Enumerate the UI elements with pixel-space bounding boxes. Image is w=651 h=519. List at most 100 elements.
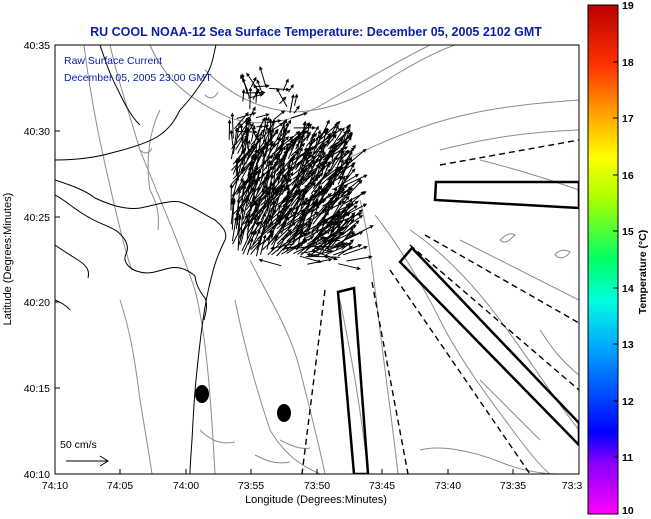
- x-axis-title: Longitude (Degrees:Minutes): [245, 494, 387, 506]
- current-vector-arrow: [327, 122, 338, 142]
- current-vector-arrow: [246, 72, 260, 92]
- current-vector-arrow: [276, 228, 292, 245]
- current-vector-arrow: [337, 158, 344, 176]
- y-tick-label: 40:25: [24, 212, 50, 224]
- current-vector-arrow: [337, 263, 362, 270]
- current-vector-arrow: [247, 139, 251, 156]
- sector-polygon-southeast: [398, 246, 579, 447]
- current-vector-arrow: [332, 175, 346, 205]
- current-vector-arrow: [338, 190, 351, 204]
- current-vector-arrow: [262, 116, 271, 144]
- colorbar-tick-label: 13: [622, 339, 634, 351]
- current-vector-arrow: [230, 112, 235, 139]
- x-tick-label: 74:00: [173, 480, 199, 492]
- current-vector-arrow: [227, 119, 232, 140]
- current-vector-arrow: [229, 129, 234, 146]
- current-vector-arrow: [285, 157, 293, 181]
- current-vector-arrow: [236, 188, 242, 226]
- x-tick-label: 74:05: [107, 480, 133, 492]
- current-vector-arrow: [266, 180, 273, 214]
- current-vector-arrow: [335, 154, 343, 172]
- current-vector-arrow: [272, 161, 278, 195]
- current-vector-arrow: [281, 124, 286, 155]
- current-vector-arrow: [256, 207, 263, 225]
- y-tick-label: 40:20: [24, 297, 50, 309]
- current-vector-arrow: [343, 245, 368, 256]
- current-vector-arrow: [320, 155, 328, 177]
- current-vector-arrow: [301, 249, 318, 254]
- current-vector-arrow: [342, 197, 353, 221]
- current-vector-arrow: [332, 124, 339, 141]
- current-vector-arrow: [269, 87, 291, 92]
- colorbar-tick-label: 19: [622, 0, 634, 12]
- figure-title: RU COOL NOAA-12 Sea Surface Temperature:…: [90, 25, 542, 39]
- current-vector-arrow: [257, 196, 262, 212]
- current-vector-arrow: [273, 110, 286, 120]
- current-vector-arrow: [235, 210, 240, 230]
- current-vector-arrow: [231, 197, 236, 230]
- current-vector-arrow: [346, 255, 373, 262]
- current-vector-arrow: [260, 234, 267, 255]
- x-tick-label: 73:40: [435, 480, 461, 492]
- current-vector-arrow: [242, 230, 254, 255]
- current-vector-arrow: [288, 83, 294, 93]
- current-vector-arrow: [229, 183, 234, 211]
- current-vector-arrow: [247, 165, 253, 194]
- colorbar-title: Temperature (°C): [637, 230, 649, 315]
- current-vector-arrow: [301, 145, 313, 175]
- current-vector-arrow: [270, 243, 295, 250]
- current-vector-arrow: [299, 255, 323, 264]
- current-vector-arrow: [240, 207, 245, 239]
- current-vector-arrow: [332, 173, 360, 191]
- current-vector-arrow: [315, 164, 321, 181]
- current-vector-arrow: [240, 179, 246, 214]
- colorbar-tick-label: 16: [622, 170, 634, 182]
- current-vector-arrow: [282, 78, 289, 92]
- current-vector-arrow: [293, 105, 300, 114]
- current-vector-arrow: [325, 245, 345, 250]
- current-vector-arrow: [259, 66, 267, 88]
- sector-polygons: [336, 180, 579, 474]
- y-tick-label: 40:30: [24, 126, 50, 138]
- current-vector-arrow: [297, 146, 308, 177]
- current-vector-arrow: [317, 160, 332, 175]
- current-vector-arrow: [237, 215, 242, 251]
- y-tick-label: 40:35: [24, 40, 50, 52]
- coastline: [55, 45, 227, 474]
- current-vector-arrow: [277, 119, 286, 144]
- current-vector-arrow: [256, 124, 270, 129]
- current-vector-arrow: [342, 174, 368, 187]
- current-legend-line1: Raw Surface Current: [64, 55, 162, 67]
- current-vector-arrow: [342, 144, 356, 166]
- current-vector-arrow: [293, 244, 314, 250]
- current-vector-arrow: [307, 257, 333, 265]
- current-vector-arrow: [251, 201, 258, 224]
- current-vector-arrow: [276, 209, 283, 225]
- current-vector-arrow: [270, 199, 277, 225]
- current-vector-arrow: [296, 134, 301, 162]
- current-vector-arrow: [280, 166, 286, 191]
- x-axis: 74:10 74:05 74:00 73:55 73:50 73:45 73:4…: [42, 469, 582, 506]
- current-vector-arrow: [245, 148, 252, 165]
- current-vector-arrow: [312, 132, 332, 156]
- current-legend-line2: December 05, 2005 23:00 GMT: [64, 72, 212, 84]
- current-vector-arrow: [242, 153, 247, 174]
- buoy-marker-west: [195, 385, 209, 403]
- current-vector-arrow: [280, 145, 289, 177]
- current-vector-arrow: [250, 76, 257, 88]
- current-vector-arrow: [257, 117, 266, 133]
- current-vector-arrow: [340, 127, 351, 156]
- current-vector-arrow: [240, 74, 249, 91]
- colorbar-tick-label: 10: [622, 505, 634, 517]
- current-vector-arrow: [241, 88, 246, 102]
- x-tick-label: 73:50: [304, 480, 330, 492]
- current-vector-arrow: [342, 190, 365, 212]
- current-vector-arrow: [248, 93, 265, 99]
- current-vector-arrow: [300, 121, 307, 149]
- current-vector-arrow: [335, 214, 364, 236]
- x-tick-label: 73:35: [500, 480, 526, 492]
- current-vector-arrow: [341, 160, 349, 180]
- current-vector-arrow: [270, 162, 286, 175]
- current-vector-arrow: [248, 119, 257, 139]
